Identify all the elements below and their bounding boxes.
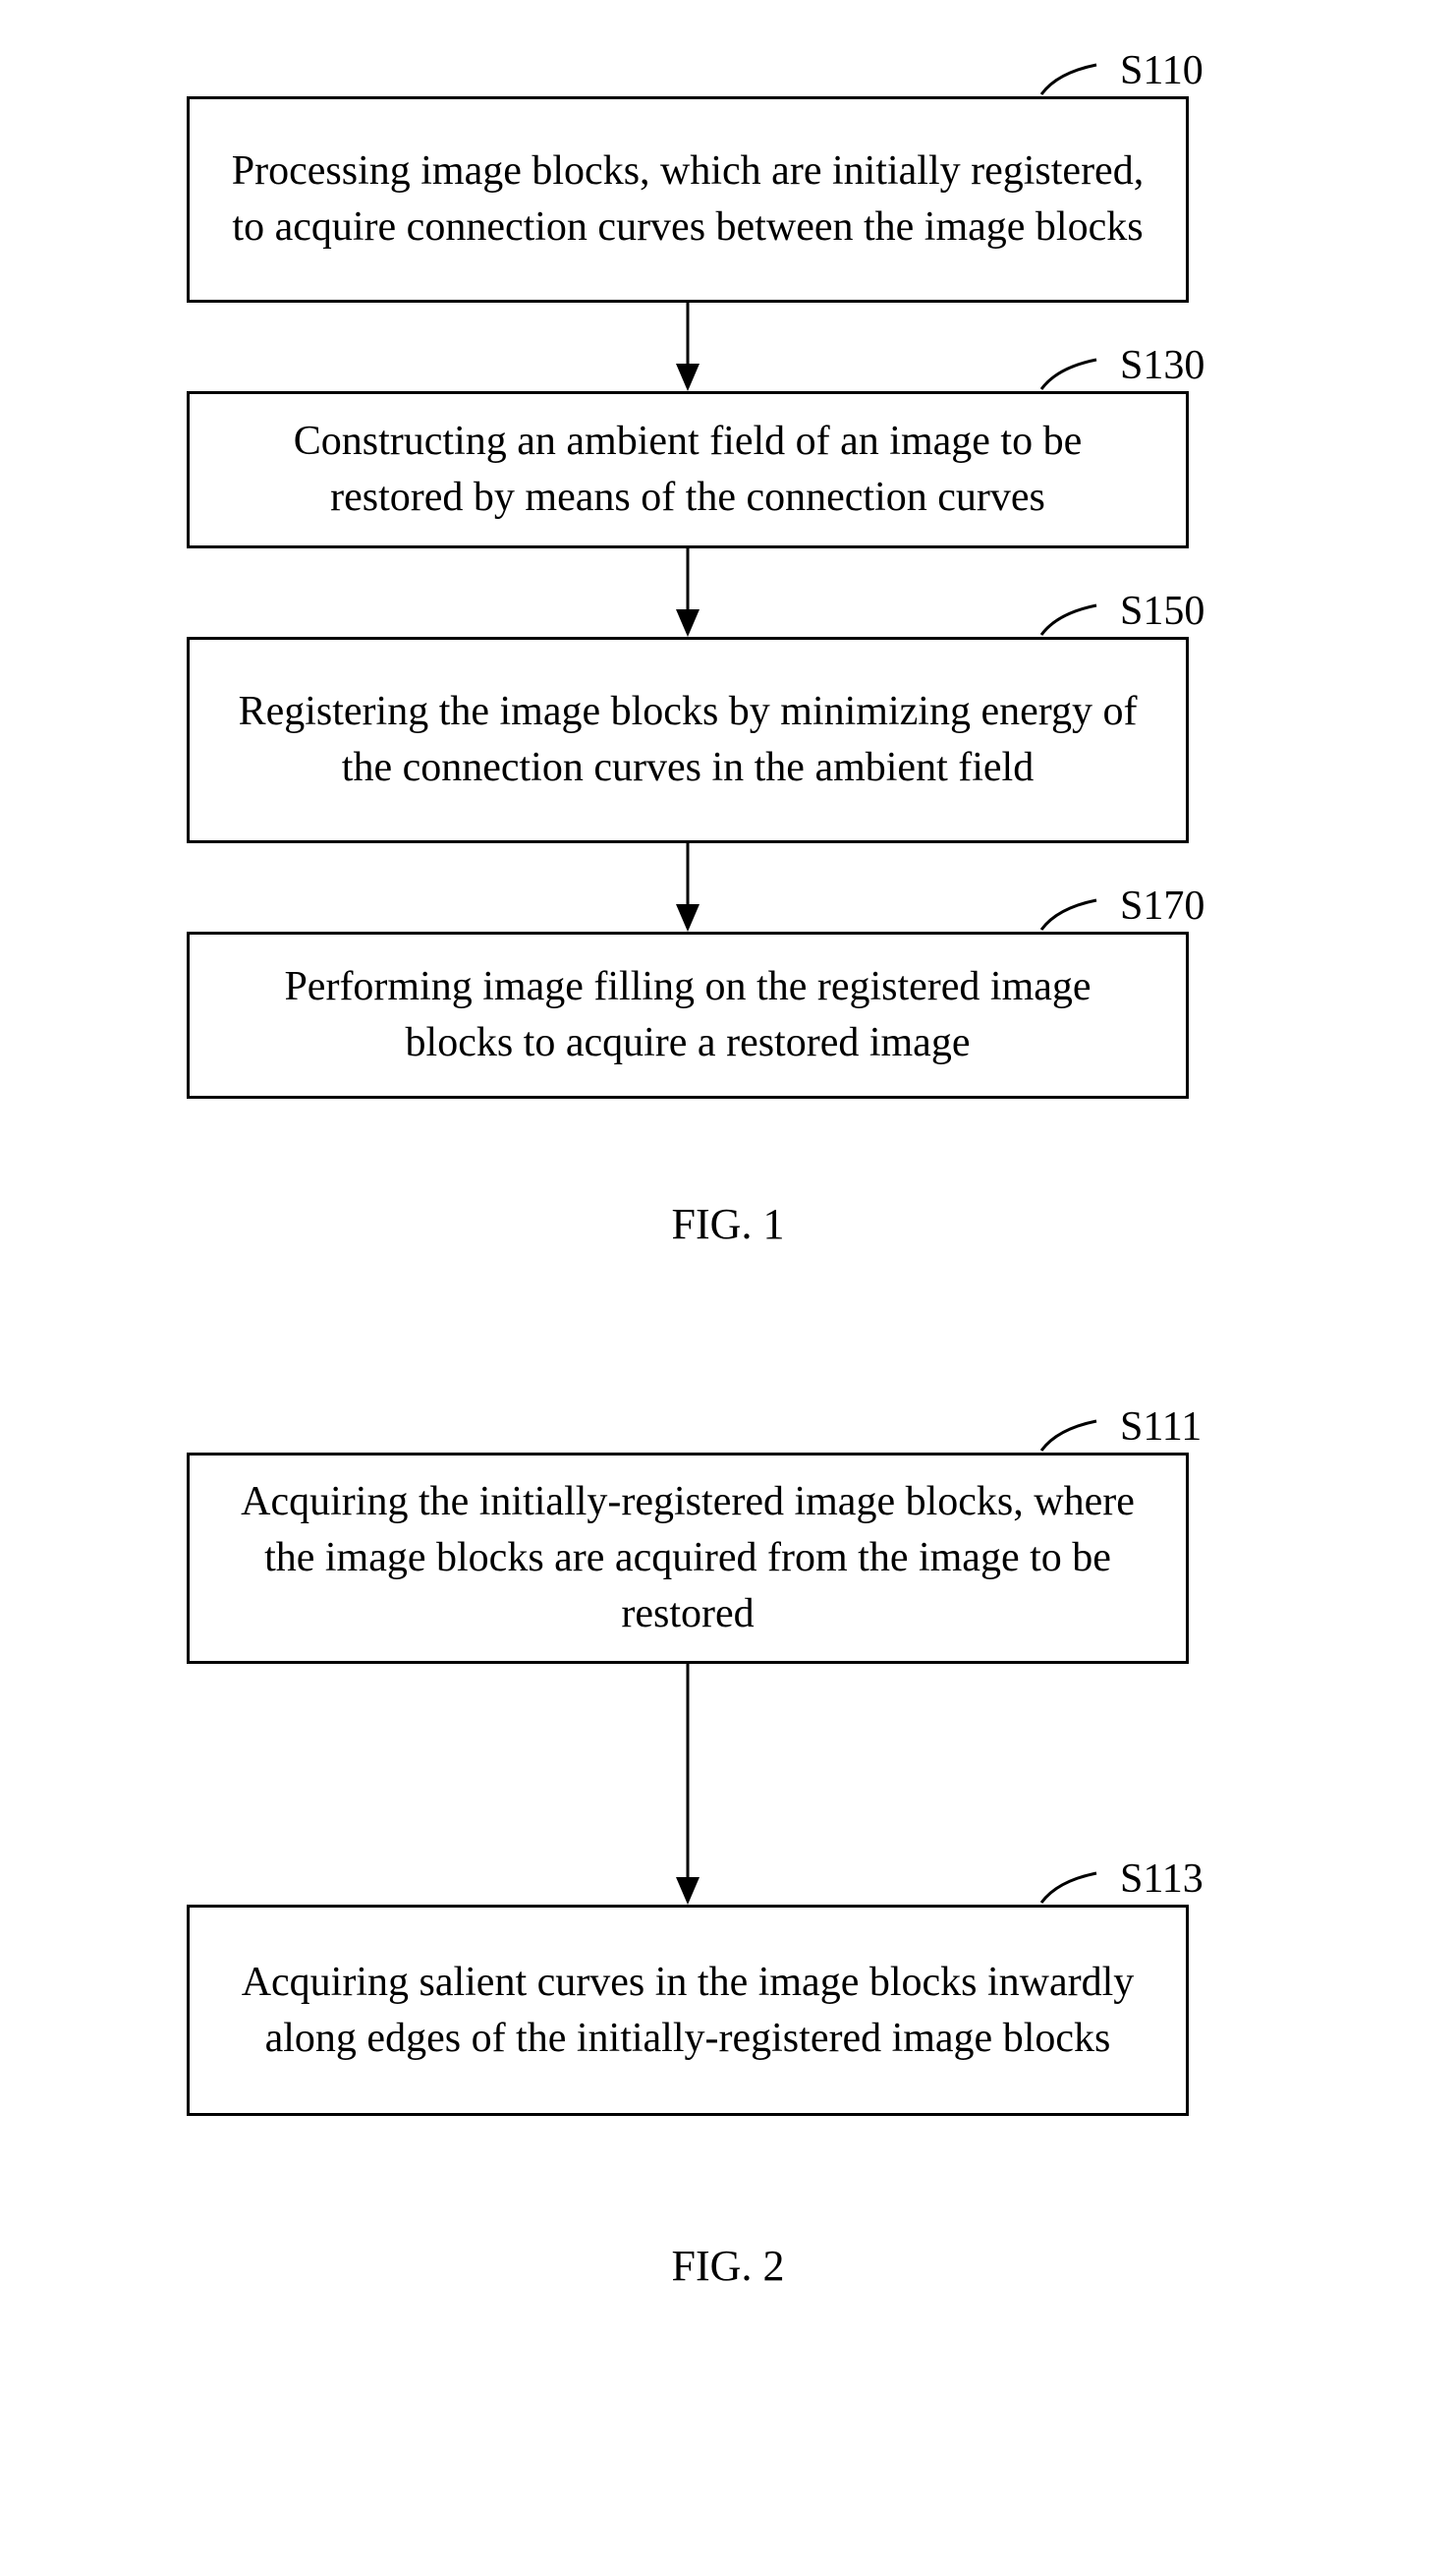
label-s150: S150 xyxy=(1120,588,1204,635)
node-s113: Acquiring salient curves in the image bl… xyxy=(187,1905,1189,2116)
node-s150-text: Registering the image blocks by minimizi… xyxy=(229,684,1147,795)
fig1-caption: FIG. 1 xyxy=(0,1199,1456,1249)
node-s130: Constructing an ambient field of an imag… xyxy=(187,391,1189,548)
fig2-caption: FIG. 2 xyxy=(0,2241,1456,2291)
leader-tick-s150 xyxy=(1039,601,1098,641)
page: S110 Processing image blocks, which are … xyxy=(0,0,1456,2569)
label-s130: S130 xyxy=(1120,342,1204,389)
node-s170: Performing image filling on the register… xyxy=(187,932,1189,1099)
arrow-s130-s150 xyxy=(673,548,702,637)
node-s113-text: Acquiring salient curves in the image bl… xyxy=(229,1955,1147,2066)
leader-tick-s111 xyxy=(1039,1417,1098,1456)
node-s170-text: Performing image filling on the register… xyxy=(229,959,1147,1070)
arrow-s111-s113 xyxy=(673,1664,702,1905)
node-s110: Processing image blocks, which are initi… xyxy=(187,96,1189,303)
node-s111-text: Acquiring the initially-registered image… xyxy=(229,1474,1147,1641)
leader-tick-s113 xyxy=(1039,1869,1098,1909)
leader-tick-s170 xyxy=(1039,896,1098,936)
label-s113: S113 xyxy=(1120,1855,1204,1903)
arrow-s150-s170 xyxy=(673,843,702,932)
node-s130-text: Constructing an ambient field of an imag… xyxy=(229,414,1147,525)
leader-tick-s130 xyxy=(1039,356,1098,395)
label-s110: S110 xyxy=(1120,47,1204,94)
label-s170: S170 xyxy=(1120,883,1204,930)
leader-tick-s110 xyxy=(1039,61,1098,100)
label-s111: S111 xyxy=(1120,1403,1202,1451)
node-s111: Acquiring the initially-registered image… xyxy=(187,1453,1189,1664)
node-s110-text: Processing image blocks, which are initi… xyxy=(229,143,1147,255)
node-s150: Registering the image blocks by minimizi… xyxy=(187,637,1189,843)
arrow-s110-s130 xyxy=(673,303,702,391)
